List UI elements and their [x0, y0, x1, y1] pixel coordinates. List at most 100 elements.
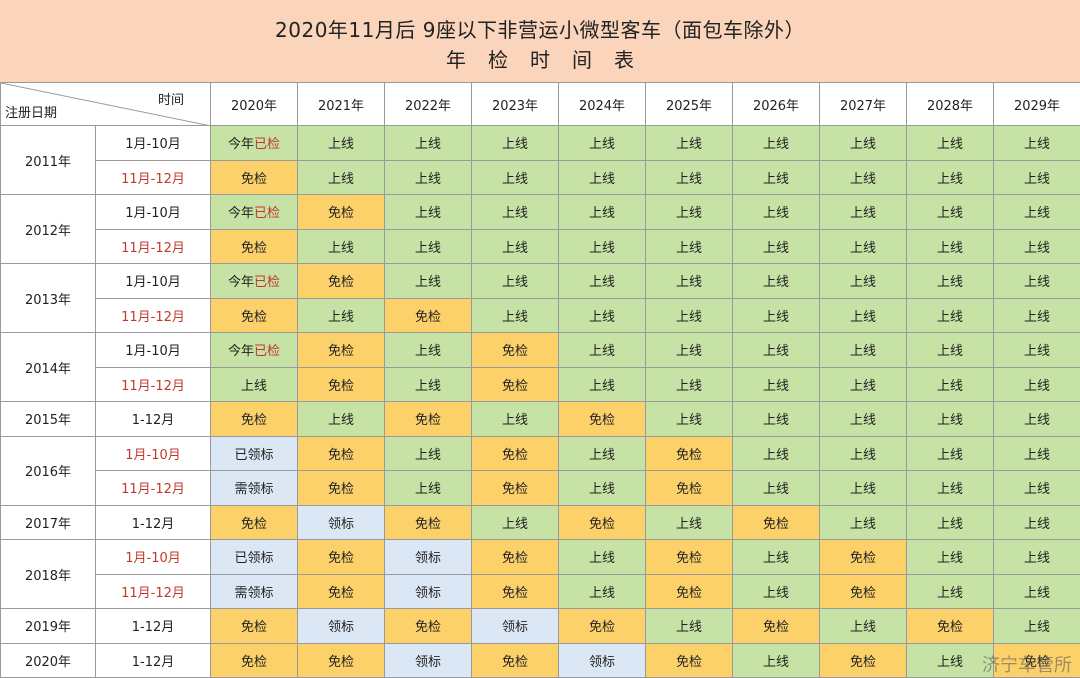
status-cell: 免检	[298, 367, 385, 402]
status-cell: 上线	[820, 264, 907, 299]
year-column-header: 2028年	[907, 83, 994, 126]
status-cell: 上线	[733, 471, 820, 506]
status-cell: 免检	[820, 540, 907, 575]
status-cell: 免检	[559, 505, 646, 540]
registration-year-cell: 2013年	[1, 264, 96, 333]
registration-year-cell: 2015年	[1, 402, 96, 437]
status-cell: 上线	[385, 264, 472, 299]
status-cell: 上线	[733, 333, 820, 368]
status-cell: 上线	[298, 402, 385, 437]
status-cell: 上线	[559, 574, 646, 609]
registration-year-cell: 2017年	[1, 505, 96, 540]
status-cell: 上线	[559, 126, 646, 161]
registration-period-cell: 11月-12月	[96, 160, 211, 195]
status-cell: 免检	[211, 160, 298, 195]
status-cell: 上线	[559, 436, 646, 471]
status-cell: 上线	[994, 505, 1080, 540]
status-cell: 上线	[907, 402, 994, 437]
status-cell: 上线	[646, 367, 733, 402]
status-cell: 上线	[733, 402, 820, 437]
status-cell: 上线	[646, 609, 733, 644]
status-cell: 需领标	[211, 471, 298, 506]
registration-year-cell: 2012年	[1, 195, 96, 264]
status-cell: 免检	[472, 367, 559, 402]
status-suffix: 已检	[254, 275, 280, 290]
status-cell: 上线	[907, 505, 994, 540]
registration-period-cell: 11月-12月	[96, 298, 211, 333]
status-cell: 免检	[211, 609, 298, 644]
year-column-header: 2025年	[646, 83, 733, 126]
year-column-header: 2020年	[211, 83, 298, 126]
status-cell: 上线	[385, 367, 472, 402]
status-cell: 上线	[994, 402, 1080, 437]
status-cell: 上线	[559, 471, 646, 506]
status-cell: 上线	[994, 264, 1080, 299]
status-cell: 上线	[994, 540, 1080, 575]
status-cell: 上线	[907, 126, 994, 161]
status-cell: 免检	[646, 643, 733, 678]
registration-period-cell: 1月-10月	[96, 264, 211, 299]
year-column-header: 2021年	[298, 83, 385, 126]
status-cell: 上线	[820, 505, 907, 540]
status-suffix: 已检	[254, 137, 280, 152]
status-cell: 上线	[733, 298, 820, 333]
year-column-header: 2024年	[559, 83, 646, 126]
status-prefix: 今年	[228, 206, 254, 221]
status-cell: 领标	[472, 609, 559, 644]
status-cell: 上线	[733, 195, 820, 230]
status-cell: 免检	[298, 471, 385, 506]
registration-year-cell: 2018年	[1, 540, 96, 609]
status-cell: 上线	[646, 195, 733, 230]
registration-year-cell: 2020年	[1, 643, 96, 678]
status-suffix: 已检	[254, 344, 280, 359]
status-cell: 上线	[472, 264, 559, 299]
status-cell: 上线	[733, 574, 820, 609]
status-cell: 上线	[820, 298, 907, 333]
status-cell: 上线	[472, 195, 559, 230]
status-cell: 今年已检	[211, 126, 298, 161]
status-cell: 今年已检	[211, 264, 298, 299]
status-cell: 上线	[298, 160, 385, 195]
status-cell: 上线	[907, 195, 994, 230]
status-cell: 上线	[907, 540, 994, 575]
status-suffix: 已检	[254, 206, 280, 221]
registration-period-cell: 1-12月	[96, 505, 211, 540]
status-cell: 上线	[559, 298, 646, 333]
status-cell: 上线	[907, 264, 994, 299]
status-cell: 上线	[646, 505, 733, 540]
status-cell: 上线	[559, 160, 646, 195]
status-cell: 免检	[298, 333, 385, 368]
year-column-header: 2022年	[385, 83, 472, 126]
status-cell: 上线	[994, 609, 1080, 644]
status-cell: 上线	[733, 643, 820, 678]
registration-year-cell: 2011年	[1, 126, 96, 195]
status-cell: 上线	[820, 609, 907, 644]
status-cell: 免检	[298, 264, 385, 299]
year-column-header: 2029年	[994, 83, 1080, 126]
status-cell: 需领标	[211, 574, 298, 609]
status-cell: 上线	[646, 333, 733, 368]
status-cell: 上线	[385, 195, 472, 230]
status-cell: 上线	[907, 471, 994, 506]
year-column-header: 2023年	[472, 83, 559, 126]
registration-period-cell: 11月-12月	[96, 471, 211, 506]
status-cell: 上线	[907, 574, 994, 609]
status-cell: 上线	[907, 436, 994, 471]
registration-period-cell: 11月-12月	[96, 229, 211, 264]
status-cell: 上线	[994, 229, 1080, 264]
status-cell: 领标	[559, 643, 646, 678]
table-row: 11月-12月免检上线上线上线上线上线上线上线上线上线	[1, 229, 1080, 264]
registration-period-cell: 1月-10月	[96, 195, 211, 230]
status-cell: 免检	[211, 643, 298, 678]
status-cell: 上线	[907, 367, 994, 402]
registration-year-cell: 2016年	[1, 436, 96, 505]
page-title: 2020年11月后 9座以下非营运小微型客车（面包车除外）	[0, 14, 1080, 43]
status-cell: 免检	[559, 609, 646, 644]
status-cell: 免检	[646, 574, 733, 609]
status-cell: 上线	[298, 126, 385, 161]
